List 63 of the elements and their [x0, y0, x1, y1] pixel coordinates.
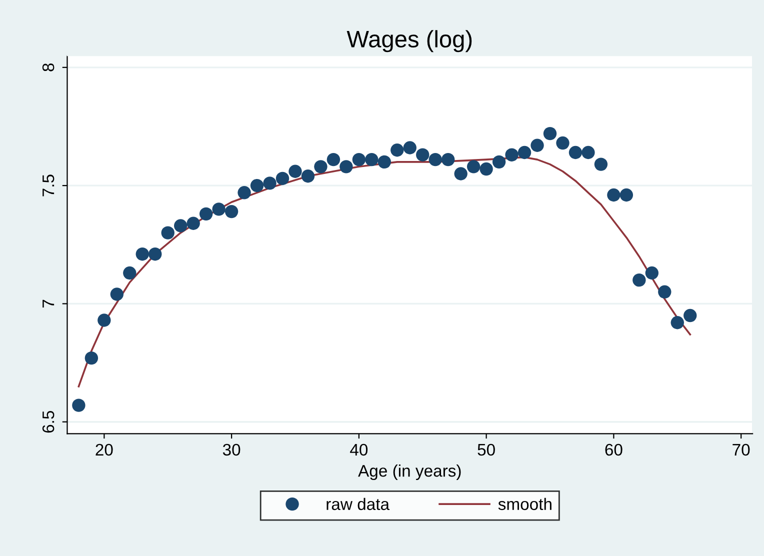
point — [518, 146, 532, 160]
point — [684, 308, 697, 322]
point — [263, 176, 276, 190]
point — [530, 138, 544, 152]
point — [326, 152, 340, 166]
point — [632, 273, 646, 287]
x-tick-label: 40 — [350, 444, 368, 456]
y-tick-label: 6.5 — [42, 410, 54, 433]
point — [314, 160, 328, 174]
point — [161, 226, 174, 240]
point — [340, 160, 353, 174]
point — [301, 170, 315, 183]
point — [174, 219, 188, 232]
point — [594, 158, 608, 171]
point — [645, 266, 659, 280]
chart-title: Wages (log) — [346, 30, 472, 52]
point — [556, 136, 570, 150]
point — [365, 152, 378, 166]
point — [620, 188, 634, 202]
x-tick-label: 70 — [732, 444, 750, 456]
point — [98, 314, 111, 327]
point — [238, 186, 251, 200]
point — [466, 160, 480, 174]
point — [607, 188, 620, 202]
y-tick-label: 8 — [42, 64, 54, 72]
legend-label: raw data — [326, 498, 390, 510]
point — [352, 152, 366, 166]
x-axis-title: Age (in years) — [358, 464, 461, 480]
point — [378, 155, 392, 169]
point — [148, 247, 162, 261]
point — [212, 202, 226, 216]
point — [505, 148, 518, 162]
point — [442, 152, 455, 166]
x-tick-label: 30 — [222, 444, 240, 456]
point — [390, 144, 404, 157]
point — [492, 155, 506, 169]
point — [199, 207, 213, 221]
point — [454, 167, 468, 180]
point — [136, 247, 149, 261]
y-tick-label: 7 — [42, 300, 54, 308]
x-tick-label: 20 — [96, 444, 113, 456]
point — [224, 204, 238, 218]
point — [403, 141, 416, 154]
point — [288, 164, 302, 178]
point — [543, 126, 557, 140]
point — [480, 162, 493, 176]
point — [582, 146, 595, 160]
point — [110, 288, 124, 301]
point — [84, 351, 98, 365]
legend-label: smooth — [498, 498, 552, 510]
x-tick-label: 50 — [478, 444, 495, 456]
point — [658, 285, 672, 298]
point — [186, 216, 200, 230]
y-tick-label: 7.5 — [42, 174, 54, 196]
point — [72, 398, 86, 412]
point — [276, 172, 290, 186]
x-tick-label: 60 — [605, 444, 622, 456]
point — [670, 316, 684, 330]
point — [428, 152, 442, 166]
point — [250, 178, 264, 192]
point — [123, 266, 136, 280]
point — [416, 148, 430, 162]
point — [568, 146, 582, 160]
